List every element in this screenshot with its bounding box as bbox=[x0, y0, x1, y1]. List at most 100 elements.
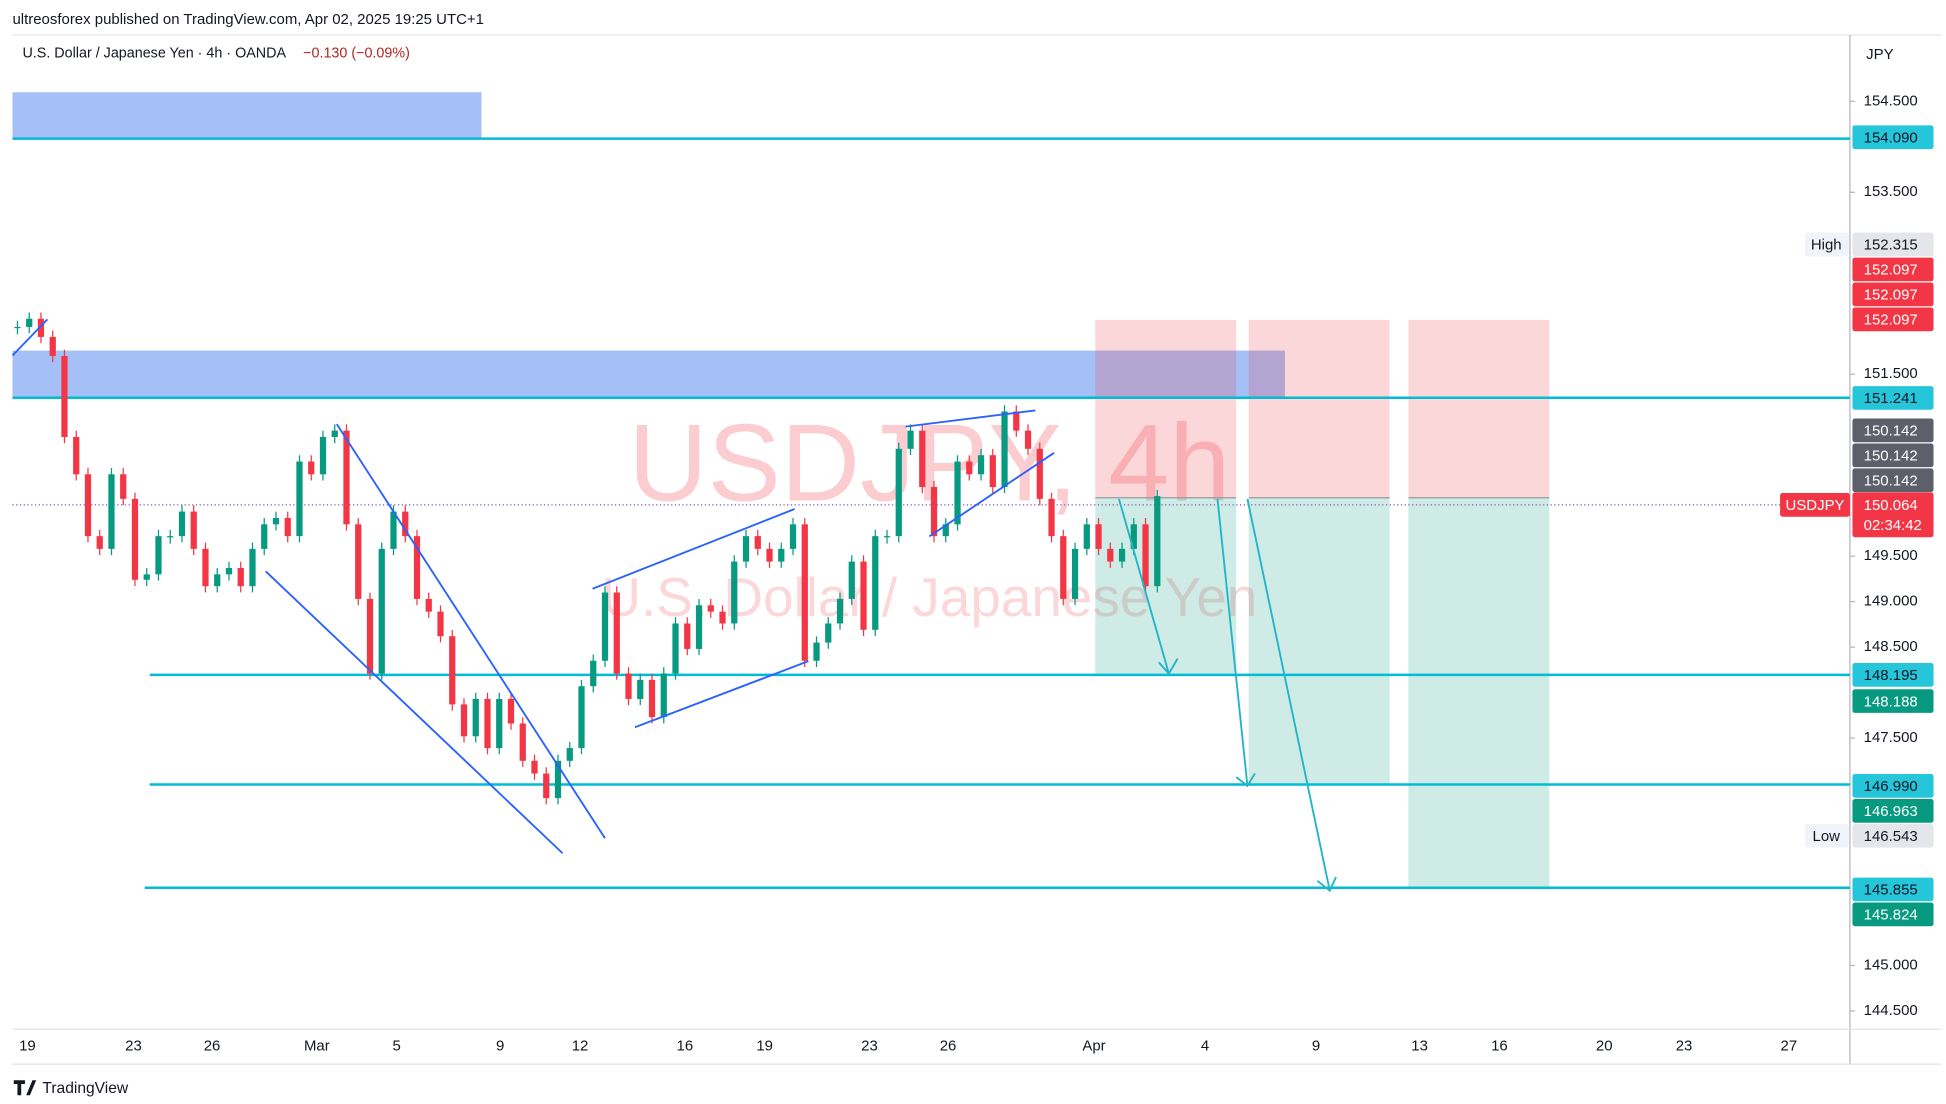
price-tag bbox=[1852, 443, 1934, 468]
x-tick-label: Apr bbox=[1082, 1038, 1105, 1055]
candle-body bbox=[1154, 496, 1161, 587]
x-tick-label: 5 bbox=[393, 1038, 401, 1055]
candle-body bbox=[813, 642, 820, 661]
trend-line bbox=[634, 660, 809, 729]
countdown: 02:34:42 bbox=[1864, 517, 1922, 534]
candle-body bbox=[719, 611, 726, 624]
candle-body bbox=[49, 336, 56, 357]
candle-body bbox=[214, 574, 221, 587]
candle-body bbox=[296, 461, 303, 537]
candle-body bbox=[202, 548, 209, 587]
zone bbox=[12, 92, 482, 139]
price-change: −0.130 (−0.09%) bbox=[303, 45, 410, 61]
price-tag-label: 145.824 bbox=[1864, 907, 1918, 924]
x-tick-label: 12 bbox=[572, 1038, 589, 1055]
logo-icon bbox=[13, 1080, 37, 1096]
candle-body bbox=[272, 517, 280, 525]
candle-body bbox=[789, 524, 797, 549]
x-tick-label: 23 bbox=[125, 1038, 142, 1055]
price-tag-label: 148.188 bbox=[1864, 693, 1918, 710]
candle-body bbox=[977, 455, 985, 475]
trend-line bbox=[928, 452, 1055, 538]
candle-body bbox=[484, 698, 491, 749]
price-tag-label: 150.142 bbox=[1864, 448, 1918, 465]
arrow-head bbox=[1158, 658, 1179, 676]
candle-body bbox=[225, 567, 233, 575]
candle-body bbox=[613, 592, 620, 674]
price-tag-label: 150.142 bbox=[1864, 423, 1918, 440]
candle-body bbox=[449, 636, 456, 705]
candle-body bbox=[930, 487, 938, 537]
price-tag bbox=[1852, 232, 1934, 257]
target-zone bbox=[1248, 497, 1390, 785]
candle-body bbox=[319, 436, 327, 475]
price-tag bbox=[1852, 307, 1934, 332]
candle-body bbox=[660, 673, 667, 718]
candle-body bbox=[73, 436, 80, 475]
y-tick-label: 154.500 bbox=[1864, 92, 1918, 109]
arrow-head bbox=[1316, 876, 1337, 893]
candle-body bbox=[507, 698, 515, 724]
price-tag-label: 145.855 bbox=[1864, 882, 1918, 899]
price-tag-label: 146.963 bbox=[1864, 803, 1918, 820]
price-tag bbox=[1852, 823, 1934, 848]
candle-body bbox=[378, 548, 385, 674]
price-tag-label: 152.097 bbox=[1864, 287, 1918, 304]
x-tick-label: 9 bbox=[1312, 1038, 1320, 1055]
candle-body bbox=[143, 574, 150, 580]
candle-body bbox=[895, 448, 902, 537]
y-tick-label: 148.500 bbox=[1864, 638, 1918, 655]
x-tick-label: Mar bbox=[304, 1038, 330, 1055]
candle-body bbox=[1071, 548, 1079, 599]
trend-line bbox=[336, 423, 606, 839]
candle-body bbox=[966, 461, 973, 475]
trend-line bbox=[11, 318, 49, 357]
price-tag-label: 152.097 bbox=[1864, 262, 1918, 279]
candle-body bbox=[742, 536, 750, 562]
candle-body bbox=[590, 660, 597, 687]
candle-body bbox=[1036, 448, 1043, 499]
x-tick-label: 16 bbox=[1491, 1038, 1508, 1055]
candle-body bbox=[84, 474, 92, 537]
candle-body bbox=[120, 474, 127, 499]
publisher: ultreosforex published on TradingView.co… bbox=[12, 11, 483, 28]
candle-body bbox=[284, 517, 291, 537]
candle-body bbox=[155, 536, 162, 575]
target-zone bbox=[1408, 497, 1550, 888]
candle-body bbox=[402, 511, 409, 537]
candle-body bbox=[531, 760, 538, 774]
candle-body bbox=[496, 698, 503, 749]
candle-body bbox=[1048, 498, 1055, 537]
candle-body bbox=[37, 318, 45, 337]
x-tick-label: 19 bbox=[19, 1038, 36, 1055]
target-zone bbox=[1095, 497, 1237, 675]
candle-body bbox=[1130, 524, 1137, 549]
candle-body bbox=[460, 704, 468, 737]
candle-body bbox=[566, 748, 573, 761]
candle-body bbox=[61, 356, 68, 437]
candle-body bbox=[684, 623, 691, 649]
candle-body bbox=[778, 548, 785, 562]
candle-body bbox=[848, 561, 855, 599]
price-tag-label: 150.142 bbox=[1864, 472, 1918, 489]
candle-body bbox=[343, 430, 350, 525]
price-tag-label: 152.315 bbox=[1864, 237, 1918, 254]
x-tick-label: 23 bbox=[1676, 1038, 1693, 1055]
price-tag bbox=[1852, 418, 1934, 443]
candle-body bbox=[355, 524, 362, 599]
candle-body bbox=[989, 455, 996, 488]
candle-body bbox=[261, 524, 268, 549]
price-tag-label: 148.195 bbox=[1864, 667, 1918, 684]
candle-body bbox=[472, 698, 479, 737]
candle-body bbox=[26, 318, 33, 327]
candle-body bbox=[1107, 548, 1114, 562]
candle-body bbox=[836, 598, 844, 624]
price-tag bbox=[1852, 774, 1934, 798]
price-tag-label: 146.990 bbox=[1864, 778, 1918, 795]
candle-body bbox=[695, 605, 703, 649]
candle-body bbox=[625, 673, 632, 699]
candle-body bbox=[801, 524, 808, 661]
candle-body bbox=[237, 567, 244, 587]
